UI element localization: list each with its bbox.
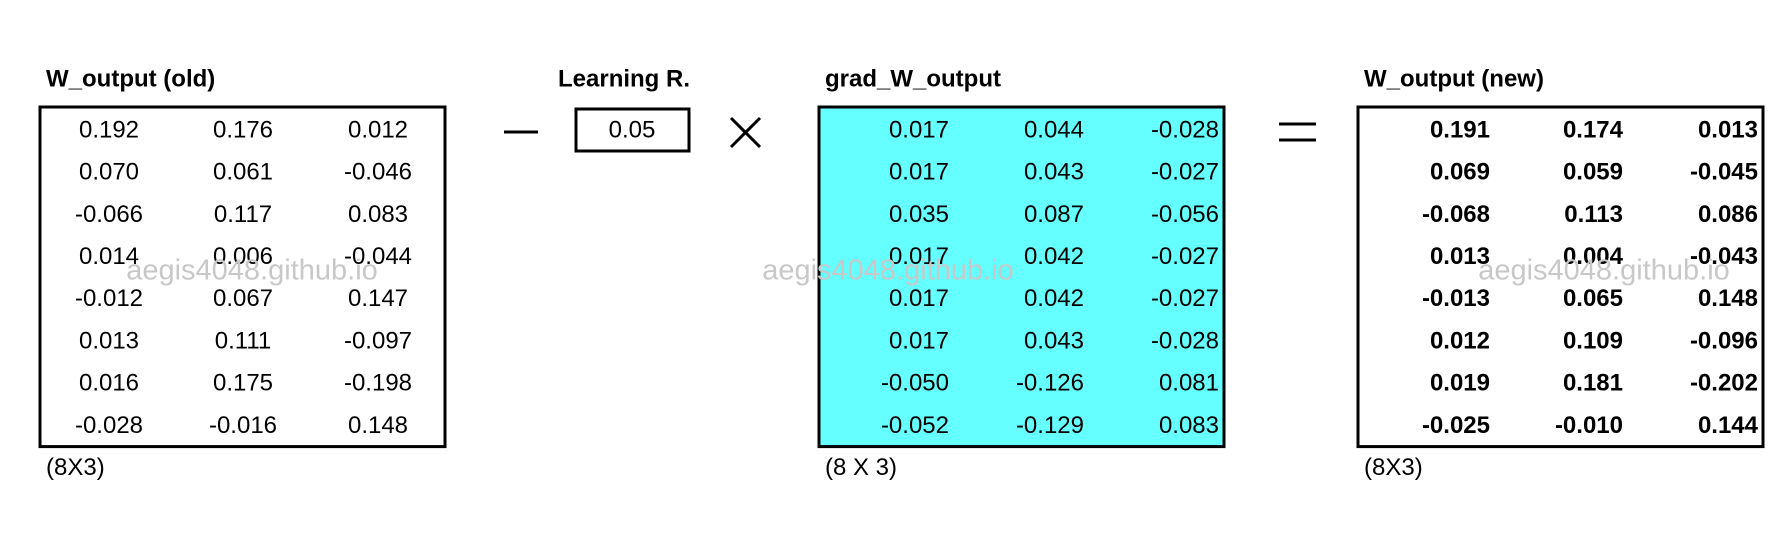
matrix-cell: -0.044 <box>344 243 412 270</box>
matrix-note: (8X3) <box>46 454 105 481</box>
matrix-cell: 0.061 <box>213 159 273 186</box>
times-sign <box>729 116 762 149</box>
matrix-cell: -0.027 <box>1151 159 1219 186</box>
matrix-cell: -0.016 <box>209 412 277 439</box>
matrix-cell: -0.126 <box>1016 370 1084 397</box>
watermark: aegis4048.github.io <box>126 255 378 287</box>
matrix-cell: -0.066 <box>75 201 143 228</box>
matrix-cell: 0.017 <box>889 116 949 143</box>
matrix-cell: -0.052 <box>881 412 949 439</box>
matrix-box <box>1356 105 1765 449</box>
matrix-cell: 0.144 <box>1698 412 1759 439</box>
matrix-title: grad_W_output <box>825 65 1001 92</box>
matrix-cell: -0.025 <box>1422 412 1490 439</box>
matrix-cell: 0.006 <box>213 243 273 270</box>
matrix-cell: -0.068 <box>1422 201 1490 228</box>
matrix-cell: 0.065 <box>1563 285 1623 312</box>
matrix-cell: -0.096 <box>1690 327 1758 354</box>
matrix-cell: -0.046 <box>344 159 412 186</box>
learning-rate-box <box>574 107 691 153</box>
matrix-cell: 0.013 <box>1698 116 1758 143</box>
matrix-cell: 0.016 <box>79 370 139 397</box>
matrix-cell: 0.147 <box>348 285 408 312</box>
matrix-cell: 0.148 <box>348 412 408 439</box>
matrix-cell: -0.027 <box>1151 285 1219 312</box>
watermark: aegis4048.github.io <box>1478 255 1730 287</box>
matrix-cell: 0.181 <box>1563 370 1623 397</box>
matrix-cell: -0.198 <box>344 370 412 397</box>
matrix-title: W_output (old) <box>46 65 215 92</box>
matrix-cell: -0.202 <box>1690 370 1758 397</box>
matrix-cell: -0.056 <box>1151 201 1219 228</box>
matrix-cell: -0.028 <box>1151 327 1219 354</box>
matrix-cell: 0.012 <box>348 116 408 143</box>
matrix-cell: 0.013 <box>1430 243 1490 270</box>
matrix-cell: -0.013 <box>1422 285 1490 312</box>
matrix-cell: 0.059 <box>1563 159 1623 186</box>
matrix-cell: 0.111 <box>215 327 272 354</box>
matrix-note: (8X3) <box>1364 454 1423 481</box>
matrix-cell: 0.017 <box>889 159 949 186</box>
matrix-cell: 0.044 <box>1024 116 1084 143</box>
matrix-box <box>817 105 1226 449</box>
matrix-cell: 0.109 <box>1563 327 1623 354</box>
matrix-title: W_output (new) <box>1364 65 1544 92</box>
matrix-cell: 0.013 <box>79 327 139 354</box>
learning-rate-value: 0.05 <box>609 116 656 143</box>
matrix-cell: 0.017 <box>889 285 949 312</box>
matrix-cell: 0.081 <box>1159 370 1219 397</box>
matrix-cell: 0.042 <box>1024 285 1084 312</box>
watermark: aegis4048.github.io <box>762 255 1014 287</box>
equals-sign <box>1279 122 1316 142</box>
matrix-cell: 0.070 <box>79 159 139 186</box>
matrix-cell: 0.004 <box>1563 243 1624 270</box>
matrix-cell: -0.012 <box>75 285 143 312</box>
matrix-cell: 0.113 <box>1564 201 1623 228</box>
matrix-cell: 0.017 <box>889 327 949 354</box>
matrix-cell: -0.010 <box>1555 412 1623 439</box>
matrix-cell: -0.028 <box>75 412 143 439</box>
matrix-cell: -0.028 <box>1151 116 1219 143</box>
matrix-cell: 0.117 <box>214 201 272 228</box>
matrix-box <box>38 105 447 449</box>
matrix-cell: 0.086 <box>1698 201 1758 228</box>
matrix-cell: -0.045 <box>1690 159 1758 186</box>
matrix-cell: 0.191 <box>1430 116 1490 143</box>
matrix-cell: 0.012 <box>1430 327 1490 354</box>
matrix-cell: 0.043 <box>1024 327 1084 354</box>
matrix-cell: 0.017 <box>889 243 949 270</box>
matrix-cell: -0.027 <box>1151 243 1219 270</box>
matrix-cell: -0.097 <box>344 327 412 354</box>
matrix-cell: 0.069 <box>1430 159 1490 186</box>
matrix-cell: 0.175 <box>213 370 273 397</box>
matrix-cell: 0.014 <box>79 243 139 270</box>
matrix-cell: -0.043 <box>1690 243 1758 270</box>
matrix-cell: 0.043 <box>1024 159 1084 186</box>
matrix-cell: -0.050 <box>881 370 949 397</box>
matrix-note: (8 X 3) <box>825 454 897 481</box>
matrix-cell: 0.192 <box>79 116 139 143</box>
matrix-cell: 0.035 <box>889 201 949 228</box>
matrix-cell: 0.176 <box>213 116 273 143</box>
matrix-cell: 0.087 <box>1024 201 1084 228</box>
matrix-cell: -0.129 <box>1016 412 1084 439</box>
matrix-cell: 0.174 <box>1563 116 1624 143</box>
matrix-cell: 0.019 <box>1430 370 1490 397</box>
matrix-cell: 0.148 <box>1698 285 1758 312</box>
matrix-cell: 0.083 <box>348 201 408 228</box>
learning-rate-title: Learning R. <box>558 65 690 92</box>
matrix-cell: 0.042 <box>1024 243 1084 270</box>
matrix-cell: 0.067 <box>213 285 273 312</box>
matrix-cell: 0.083 <box>1159 412 1219 439</box>
